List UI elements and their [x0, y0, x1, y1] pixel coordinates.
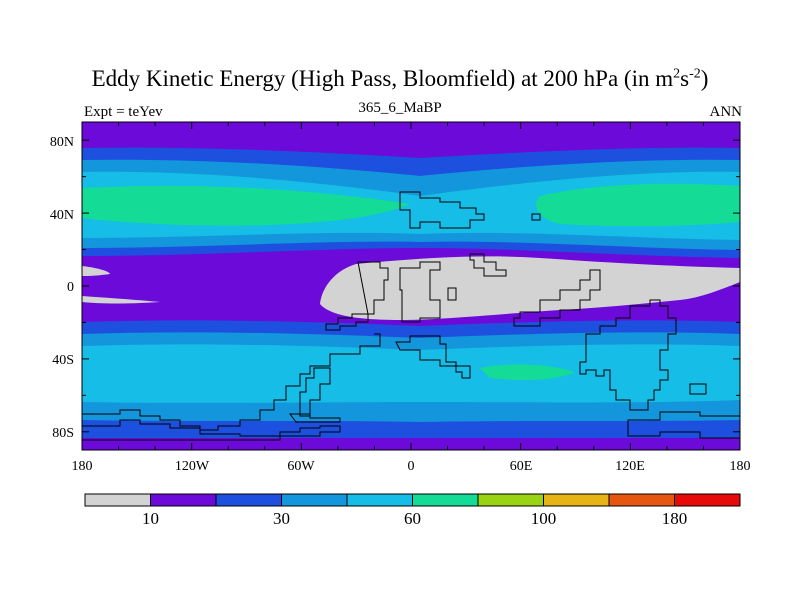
colorbar-labels: 10 30 60 100 180	[142, 509, 687, 528]
colorbar-swatch	[412, 493, 479, 507]
colorbar-swatch	[477, 493, 544, 507]
experiment-label: Expt = teYev	[84, 104, 163, 120]
colorbar	[84, 493, 741, 507]
lon-tick-label: 120E	[615, 459, 645, 474]
continent-outlines	[82, 191, 740, 441]
colorbar-label: 10	[142, 509, 159, 528]
map-title: Eddy Kinetic Energy (High Pass, Bloomfie…	[91, 66, 709, 91]
colorbar-label: 100	[531, 509, 557, 528]
lat-tick-label: 80S	[52, 426, 74, 441]
colorbar-label: 60	[404, 509, 421, 528]
eke-field	[82, 122, 740, 450]
colorbar-swatch	[543, 493, 610, 507]
case-label: 365_6_MaBP	[358, 100, 442, 116]
longitude-ticks: 180 120W 60W 0 60E 120E 180	[72, 459, 751, 474]
season-label: ANN	[709, 104, 743, 120]
lat-tick-label: 0	[67, 280, 74, 295]
colorbar-swatch	[674, 493, 741, 507]
colorbar-label: 180	[662, 509, 688, 528]
lon-tick-label: 60W	[287, 459, 315, 474]
lon-tick-label: 180	[72, 459, 93, 474]
colorbar-swatch	[281, 493, 348, 507]
colorbar-swatch	[608, 493, 675, 507]
lat-tick-label: 40N	[50, 208, 74, 223]
colorbar-swatch	[215, 493, 282, 507]
lon-tick-label: 120W	[175, 459, 210, 474]
tick-marks	[81, 122, 741, 450]
lat-tick-label: 40S	[52, 353, 74, 368]
lon-tick-label: 180	[730, 459, 751, 474]
lat-tick-label: 80N	[50, 135, 74, 150]
lon-tick-label: 60E	[510, 459, 533, 474]
lon-tick-label: 0	[408, 459, 415, 474]
colorbar-swatch	[84, 493, 151, 507]
colorbar-label: 30	[273, 509, 290, 528]
colorbar-swatch	[150, 493, 217, 507]
latitude-ticks: 80N 40N 0 40S 80S	[50, 135, 74, 441]
colorbar-swatch	[346, 493, 413, 507]
